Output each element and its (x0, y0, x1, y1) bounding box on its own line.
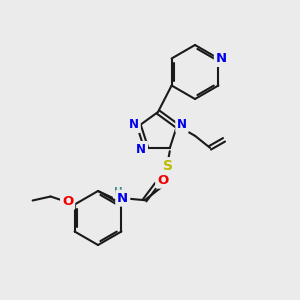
Text: N: N (129, 118, 139, 131)
Text: O: O (157, 174, 168, 187)
Text: N: N (136, 143, 146, 156)
Text: N: N (117, 192, 128, 205)
Text: H: H (114, 187, 123, 197)
Text: O: O (62, 195, 73, 208)
Text: S: S (163, 159, 173, 173)
Text: N: N (216, 52, 227, 65)
Text: N: N (177, 118, 187, 131)
